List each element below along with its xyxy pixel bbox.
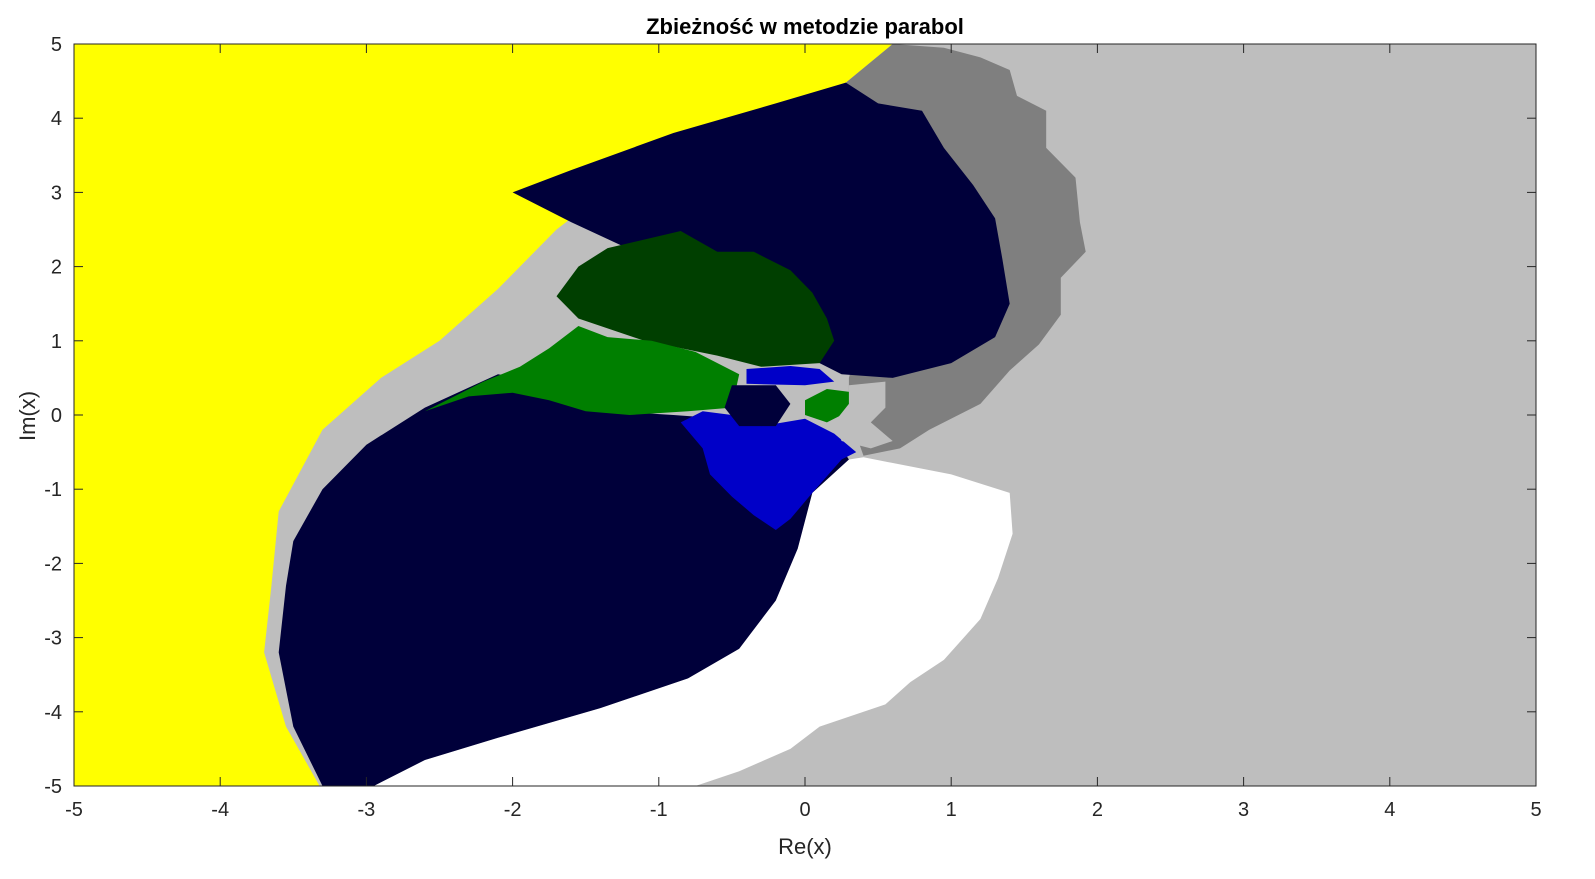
basin-yellow xyxy=(74,44,893,786)
x-tick-label: 4 xyxy=(1384,799,1395,821)
x-tick-label: -4 xyxy=(211,799,229,821)
x-tick-label: 2 xyxy=(1092,799,1103,821)
x-tick-label: -3 xyxy=(358,799,376,821)
y-tick-label: -2 xyxy=(44,553,62,575)
y-tick-label: 5 xyxy=(51,34,62,56)
x-tick-label: 0 xyxy=(799,799,810,821)
y-tick-label: 4 xyxy=(51,108,62,130)
y-tick-label: -4 xyxy=(44,702,62,724)
x-tick-label: -2 xyxy=(504,799,522,821)
y-axis-label: Im(x) xyxy=(15,391,40,441)
y-tick-label: 3 xyxy=(51,182,62,204)
basin-dark-green xyxy=(556,231,835,367)
x-axis-ticks: -5 -4 -3 -2 -1 0 1 2 3 4 5 xyxy=(65,44,1542,821)
plot-area xyxy=(73,43,1537,787)
x-tick-label: 1 xyxy=(946,799,957,821)
y-axis-ticks: 5 4 3 2 1 0 -1 -2 -3 -4 -5 xyxy=(44,34,1536,798)
x-tick-label: -5 xyxy=(65,799,83,821)
y-tick-label: -1 xyxy=(44,479,62,501)
x-axis-label: Re(x) xyxy=(778,834,832,859)
y-tick-label: 0 xyxy=(51,405,62,427)
y-tick-label: -3 xyxy=(44,628,62,650)
basin-navy-center xyxy=(724,385,791,427)
x-tick-label: 5 xyxy=(1530,799,1541,821)
basin-white xyxy=(373,457,1013,786)
basin-navy-lower xyxy=(278,374,849,786)
basin-blue-upper xyxy=(746,366,835,386)
y-tick-label: -5 xyxy=(44,776,62,798)
x-tick-label: 3 xyxy=(1238,799,1249,821)
basin-light-gray-center xyxy=(834,381,893,449)
basin-blue xyxy=(680,411,857,530)
y-tick-label: 1 xyxy=(51,331,62,353)
basin-green xyxy=(424,326,740,415)
x-tick-label: -1 xyxy=(650,799,668,821)
basin-navy-upper xyxy=(512,82,1010,378)
chart-title: Zbieżność w metodzie parabol xyxy=(646,14,964,39)
basin-regions xyxy=(74,44,1086,786)
y-tick-label: 2 xyxy=(51,257,62,279)
